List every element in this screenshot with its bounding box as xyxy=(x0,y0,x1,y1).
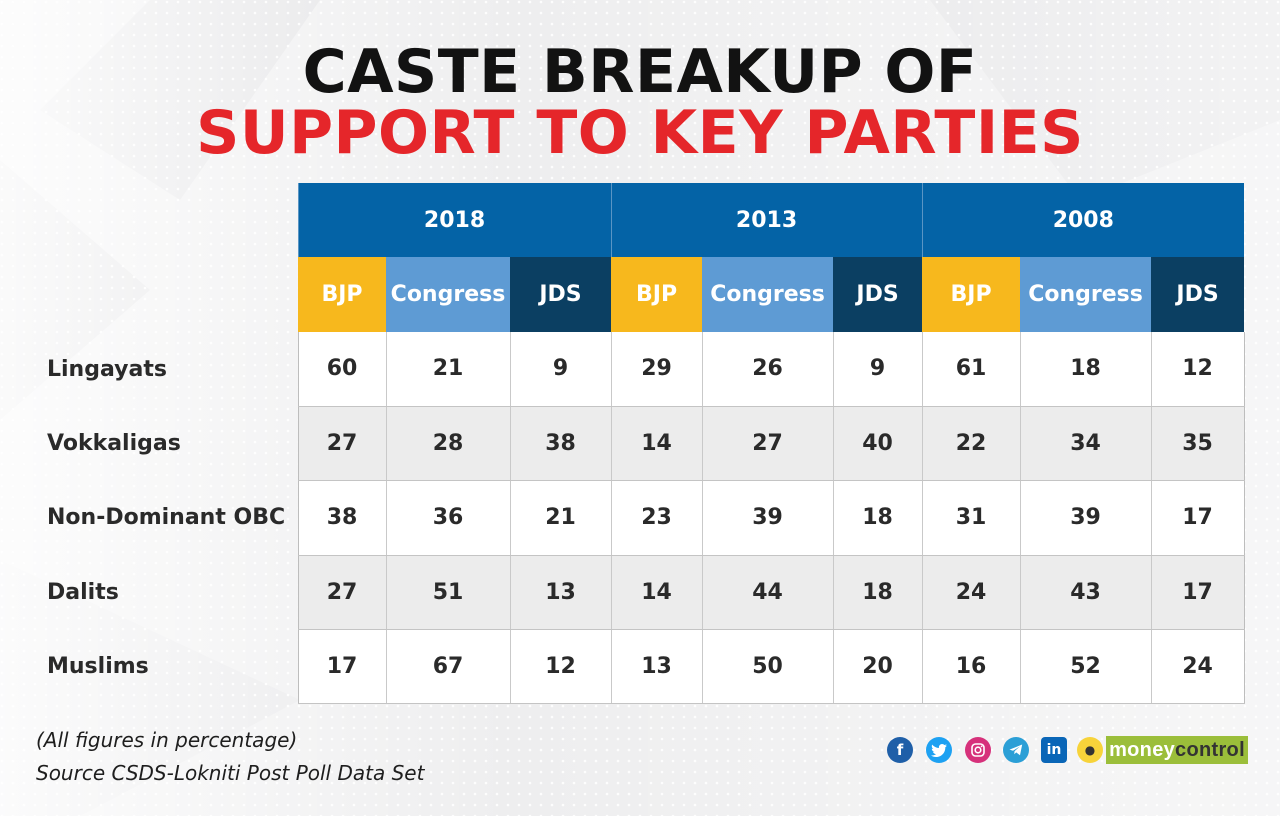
value-cell: 12 xyxy=(509,629,612,705)
table-row: Non-Dominant OBC 38 36 21 23 39 18 31 39 17 xyxy=(30,480,1245,556)
title-line-2: SUPPORT TO KEY PARTIES xyxy=(196,98,1084,168)
value-cell: 24 xyxy=(921,555,1021,631)
value-cell: 27 xyxy=(297,555,386,631)
caste-support-table: 2018 2013 2008 BJP Congress JDS BJP Cong… xyxy=(30,183,1245,705)
table-row: Muslims 17 67 12 13 50 20 16 52 24 xyxy=(30,629,1245,705)
value-cell: 38 xyxy=(297,480,386,556)
title-line-1: CASTE BREAKUP OF xyxy=(302,37,978,107)
party-header-bjp: BJP xyxy=(922,257,1021,332)
value-cell: 14 xyxy=(610,555,703,631)
value-cell: 36 xyxy=(385,480,510,556)
party-header-congress: Congress xyxy=(386,257,510,332)
year-header-2008: 2008 xyxy=(921,183,1245,257)
value-cell: 51 xyxy=(385,555,510,631)
value-cell: 50 xyxy=(701,629,834,705)
corner-cell xyxy=(30,183,298,257)
value-cell: 20 xyxy=(832,629,923,705)
value-cell: 9 xyxy=(509,332,612,407)
party-header-jds: JDS xyxy=(833,257,923,332)
koo-icon[interactable]: ● xyxy=(1077,737,1103,763)
value-cell: 23 xyxy=(610,480,703,556)
value-cell: 12 xyxy=(1150,332,1245,407)
party-header-jds: JDS xyxy=(510,257,612,332)
value-cell: 24 xyxy=(1150,629,1245,705)
value-cell: 21 xyxy=(385,332,510,407)
footnote-source: Source CSDS-Lokniti Post Poll Data Set xyxy=(36,761,425,785)
party-header-bjp: BJP xyxy=(298,257,386,332)
value-cell: 29 xyxy=(610,332,703,407)
value-cell: 34 xyxy=(1019,406,1152,482)
corner-cell xyxy=(30,257,298,332)
value-cell: 17 xyxy=(297,629,386,705)
instagram-icon[interactable] xyxy=(965,737,991,763)
value-cell: 44 xyxy=(701,555,834,631)
value-cell: 22 xyxy=(921,406,1021,482)
value-cell: 18 xyxy=(832,555,923,631)
year-header-2013: 2013 xyxy=(610,183,923,257)
caste-label: Muslims xyxy=(47,654,149,680)
value-cell: 38 xyxy=(509,406,612,482)
value-cell: 14 xyxy=(610,406,703,482)
year-header-2018: 2018 xyxy=(297,183,612,257)
table-row: Lingayats 60 21 9 29 26 9 61 18 12 xyxy=(30,332,1245,407)
value-cell: 27 xyxy=(297,406,386,482)
value-cell: 40 xyxy=(832,406,923,482)
value-cell: 13 xyxy=(610,629,703,705)
value-cell: 39 xyxy=(1019,480,1152,556)
value-cell: 27 xyxy=(701,406,834,482)
facebook-icon[interactable]: f xyxy=(887,737,913,763)
footnote-units: (All figures in percentage) xyxy=(36,728,298,752)
value-cell: 31 xyxy=(921,480,1021,556)
party-header-congress: Congress xyxy=(1020,257,1152,332)
value-cell: 17 xyxy=(1150,480,1245,556)
value-cell: 43 xyxy=(1019,555,1152,631)
party-header-jds: JDS xyxy=(1151,257,1245,332)
value-cell: 28 xyxy=(385,406,510,482)
value-cell: 67 xyxy=(385,629,510,705)
table-row: Dalits 27 51 13 14 44 18 24 43 17 xyxy=(30,555,1245,631)
value-cell: 16 xyxy=(921,629,1021,705)
twitter-icon[interactable] xyxy=(926,737,952,763)
value-cell: 21 xyxy=(509,480,612,556)
party-header-congress: Congress xyxy=(702,257,834,332)
value-cell: 39 xyxy=(701,480,834,556)
value-cell: 9 xyxy=(832,332,923,407)
telegram-icon[interactable] xyxy=(1003,737,1029,763)
value-cell: 17 xyxy=(1150,555,1245,631)
linkedin-icon[interactable]: in xyxy=(1041,737,1067,763)
value-cell: 35 xyxy=(1150,406,1245,482)
value-cell: 60 xyxy=(297,332,386,407)
value-cell: 18 xyxy=(1019,332,1152,407)
table-row: Vokkaligas 27 28 38 14 27 40 22 34 35 xyxy=(30,406,1245,482)
caste-label: Dalits xyxy=(47,579,119,605)
caste-label: Vokkaligas xyxy=(47,431,181,457)
caste-label: Non-Dominant OBC xyxy=(47,505,286,531)
moneycontrol-logo[interactable]: money control xyxy=(1106,736,1248,764)
value-cell: 13 xyxy=(509,555,612,631)
value-cell: 61 xyxy=(921,332,1021,407)
party-header-bjp: BJP xyxy=(611,257,703,332)
value-cell: 26 xyxy=(701,332,834,407)
caste-label: Lingayats xyxy=(47,356,167,382)
value-cell: 52 xyxy=(1019,629,1152,705)
value-cell: 18 xyxy=(832,480,923,556)
